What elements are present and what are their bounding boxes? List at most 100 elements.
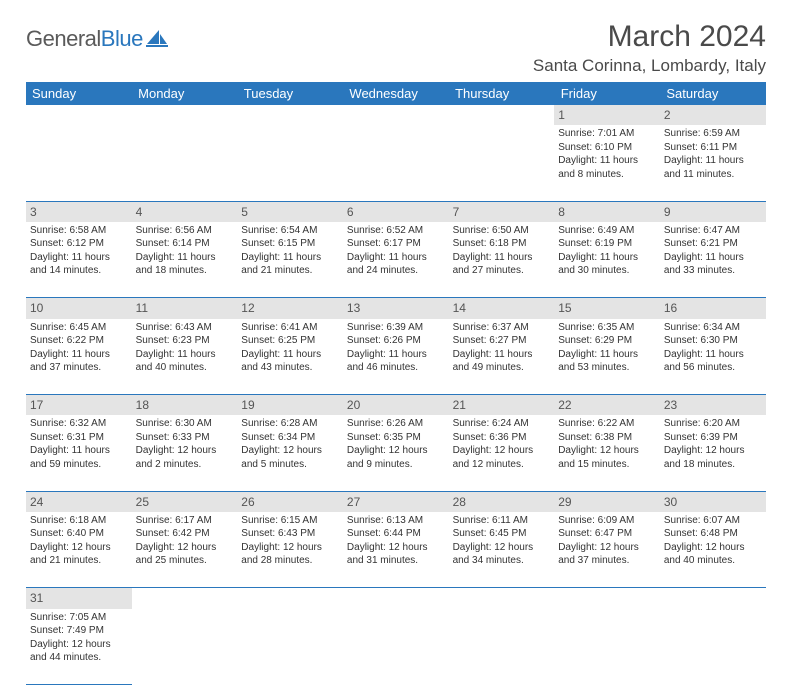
cell-d2: and 37 minutes. (30, 361, 128, 375)
cell-ss: Sunset: 6:44 PM (347, 527, 445, 541)
detail-cell: Sunrise: 6:34 AMSunset: 6:30 PMDaylight:… (660, 319, 766, 395)
cell-d1: Daylight: 11 hours (664, 154, 762, 168)
detail-cell: Sunrise: 6:32 AMSunset: 6:31 PMDaylight:… (26, 415, 132, 491)
cell-d2: and 18 minutes. (136, 264, 234, 278)
cell-ss: Sunset: 6:17 PM (347, 237, 445, 251)
detail-cell (343, 125, 449, 201)
title-block: March 2024 Santa Corinna, Lombardy, Ital… (533, 20, 766, 76)
cell-ss: Sunset: 6:33 PM (136, 431, 234, 445)
cell-ss: Sunset: 6:27 PM (453, 334, 551, 348)
daynum-cell (343, 105, 449, 125)
daynum-cell (132, 105, 238, 125)
cell-d2: and 37 minutes. (558, 554, 656, 568)
cell-d2: and 12 minutes. (453, 458, 551, 472)
detail-cell: Sunrise: 6:20 AMSunset: 6:39 PMDaylight:… (660, 415, 766, 491)
detail-cell: Sunrise: 6:30 AMSunset: 6:33 PMDaylight:… (132, 415, 238, 491)
cell-ss: Sunset: 6:47 PM (558, 527, 656, 541)
month-title: March 2024 (533, 20, 766, 54)
daynum-cell: 10 (26, 298, 132, 319)
cell-ss: Sunset: 6:48 PM (664, 527, 762, 541)
cell-d1: Daylight: 12 hours (136, 444, 234, 458)
cell-d1: Daylight: 11 hours (136, 348, 234, 362)
cell-d2: and 34 minutes. (453, 554, 551, 568)
cell-sr: Sunrise: 6:49 AM (558, 224, 656, 238)
cell-d1: Daylight: 11 hours (664, 251, 762, 265)
cell-ss: Sunset: 6:36 PM (453, 431, 551, 445)
daynum-cell (132, 588, 238, 609)
daynum-cell: 7 (449, 201, 555, 222)
detail-cell (554, 609, 660, 685)
cell-ss: Sunset: 6:10 PM (558, 141, 656, 155)
cell-d2: and 21 minutes. (30, 554, 128, 568)
cell-d1: Daylight: 11 hours (558, 154, 656, 168)
cell-sr: Sunrise: 6:59 AM (664, 127, 762, 141)
cell-d2: and 44 minutes. (30, 651, 128, 665)
cell-ss: Sunset: 6:40 PM (30, 527, 128, 541)
daynum-cell: 28 (449, 491, 555, 512)
daynum-row: 24252627282930 (26, 491, 766, 512)
location: Santa Corinna, Lombardy, Italy (533, 56, 766, 76)
cell-ss: Sunset: 6:30 PM (664, 334, 762, 348)
cell-sr: Sunrise: 6:56 AM (136, 224, 234, 238)
daynum-row: 10111213141516 (26, 298, 766, 319)
cell-sr: Sunrise: 6:20 AM (664, 417, 762, 431)
day-header: Wednesday (343, 82, 449, 105)
cell-ss: Sunset: 6:19 PM (558, 237, 656, 251)
cell-d2: and 27 minutes. (453, 264, 551, 278)
cell-d2: and 14 minutes. (30, 264, 128, 278)
cell-sr: Sunrise: 6:41 AM (241, 321, 339, 335)
cell-sr: Sunrise: 6:32 AM (30, 417, 128, 431)
cell-d1: Daylight: 11 hours (30, 348, 128, 362)
detail-cell: Sunrise: 6:07 AMSunset: 6:48 PMDaylight:… (660, 512, 766, 588)
cell-ss: Sunset: 6:26 PM (347, 334, 445, 348)
daynum-row: 31 (26, 588, 766, 609)
detail-cell (237, 609, 343, 685)
detail-cell (660, 609, 766, 685)
cell-sr: Sunrise: 6:35 AM (558, 321, 656, 335)
detail-cell: Sunrise: 6:49 AMSunset: 6:19 PMDaylight:… (554, 222, 660, 298)
cell-d2: and 28 minutes. (241, 554, 339, 568)
cell-sr: Sunrise: 6:26 AM (347, 417, 445, 431)
cell-d1: Daylight: 12 hours (241, 541, 339, 555)
detail-cell: Sunrise: 6:47 AMSunset: 6:21 PMDaylight:… (660, 222, 766, 298)
cell-ss: Sunset: 6:14 PM (136, 237, 234, 251)
cell-sr: Sunrise: 6:34 AM (664, 321, 762, 335)
daynum-cell (343, 588, 449, 609)
detail-cell: Sunrise: 7:01 AMSunset: 6:10 PMDaylight:… (554, 125, 660, 201)
cell-sr: Sunrise: 7:05 AM (30, 611, 128, 625)
day-header: Saturday (660, 82, 766, 105)
detail-cell: Sunrise: 6:43 AMSunset: 6:23 PMDaylight:… (132, 319, 238, 395)
calendar-head: SundayMondayTuesdayWednesdayThursdayFrid… (26, 82, 766, 105)
daynum-cell: 23 (660, 395, 766, 416)
cell-d2: and 30 minutes. (558, 264, 656, 278)
detail-cell: Sunrise: 6:52 AMSunset: 6:17 PMDaylight:… (343, 222, 449, 298)
cell-sr: Sunrise: 6:15 AM (241, 514, 339, 528)
daynum-cell (237, 588, 343, 609)
cell-d1: Daylight: 12 hours (30, 541, 128, 555)
logo: GeneralBlue (26, 20, 169, 53)
daynum-row: 3456789 (26, 201, 766, 222)
daynum-cell: 20 (343, 395, 449, 416)
cell-d2: and 31 minutes. (347, 554, 445, 568)
cell-ss: Sunset: 6:43 PM (241, 527, 339, 541)
cell-d1: Daylight: 11 hours (558, 348, 656, 362)
detail-cell (26, 125, 132, 201)
calendar-table: SundayMondayTuesdayWednesdayThursdayFrid… (26, 82, 766, 685)
detail-cell: Sunrise: 6:50 AMSunset: 6:18 PMDaylight:… (449, 222, 555, 298)
cell-ss: Sunset: 6:38 PM (558, 431, 656, 445)
cell-d1: Daylight: 12 hours (453, 541, 551, 555)
detail-cell: Sunrise: 6:13 AMSunset: 6:44 PMDaylight:… (343, 512, 449, 588)
day-header: Sunday (26, 82, 132, 105)
cell-ss: Sunset: 6:29 PM (558, 334, 656, 348)
detail-cell (237, 125, 343, 201)
daynum-row: 12 (26, 105, 766, 125)
detail-row: Sunrise: 7:05 AMSunset: 7:49 PMDaylight:… (26, 609, 766, 685)
detail-cell: Sunrise: 6:35 AMSunset: 6:29 PMDaylight:… (554, 319, 660, 395)
cell-sr: Sunrise: 6:28 AM (241, 417, 339, 431)
cell-ss: Sunset: 6:21 PM (664, 237, 762, 251)
daynum-cell: 22 (554, 395, 660, 416)
day-header: Friday (554, 82, 660, 105)
cell-sr: Sunrise: 6:37 AM (453, 321, 551, 335)
logo-text-a: General (26, 26, 101, 51)
cell-d2: and 2 minutes. (136, 458, 234, 472)
